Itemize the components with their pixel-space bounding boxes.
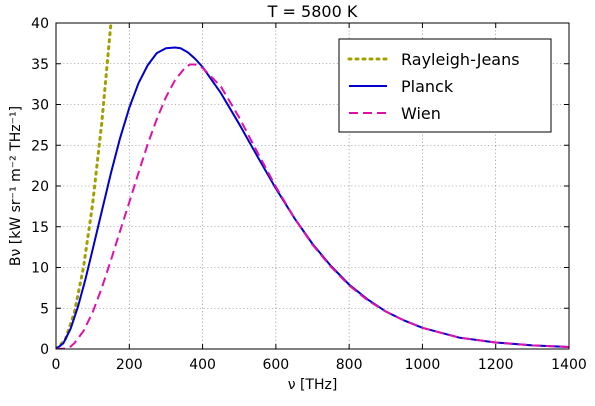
- y-tick-label: 20: [31, 179, 49, 195]
- series-layer: [56, 23, 569, 349]
- y-axis-label: Bν [kW sr⁻¹ m⁻² THz⁻¹]: [8, 106, 24, 266]
- x-tick-label: 600: [262, 357, 289, 373]
- y-tick-label: 30: [31, 98, 49, 114]
- y-tick-label: 5: [40, 301, 49, 317]
- legend-label: Rayleigh-Jeans: [401, 50, 520, 69]
- legend-label: Wien: [401, 104, 441, 123]
- x-axis-label: ν [THz]: [288, 377, 338, 393]
- y-tick-label: 40: [31, 16, 49, 32]
- y-tick-label: 15: [31, 220, 49, 236]
- ticks: 0 200 400 600 800 1000 1200 1400 0 5 10 15 20 25 30 35 4…: [31, 16, 587, 373]
- x-tick-label: 800: [336, 357, 363, 373]
- y-tick-label: 10: [31, 261, 49, 277]
- x-tick-label: 1200: [478, 357, 514, 373]
- chart-title: T = 5800 K: [267, 2, 358, 21]
- y-tick-label: 25: [31, 138, 49, 154]
- series-line-planck: [56, 46, 569, 349]
- x-tick-label: 400: [189, 357, 216, 373]
- x-tick-label: 200: [116, 357, 143, 373]
- y-tick-label: 35: [31, 57, 49, 73]
- y-tick-label: 0: [40, 342, 49, 358]
- x-tick-label: 0: [52, 357, 61, 373]
- series-line-wien: [56, 63, 569, 349]
- x-tick-label: 1400: [551, 357, 587, 373]
- x-tick-label: 1000: [405, 357, 441, 373]
- legend-label: Planck: [401, 77, 454, 96]
- legend: Rayleigh-Jeans Planck Wien: [338, 38, 552, 133]
